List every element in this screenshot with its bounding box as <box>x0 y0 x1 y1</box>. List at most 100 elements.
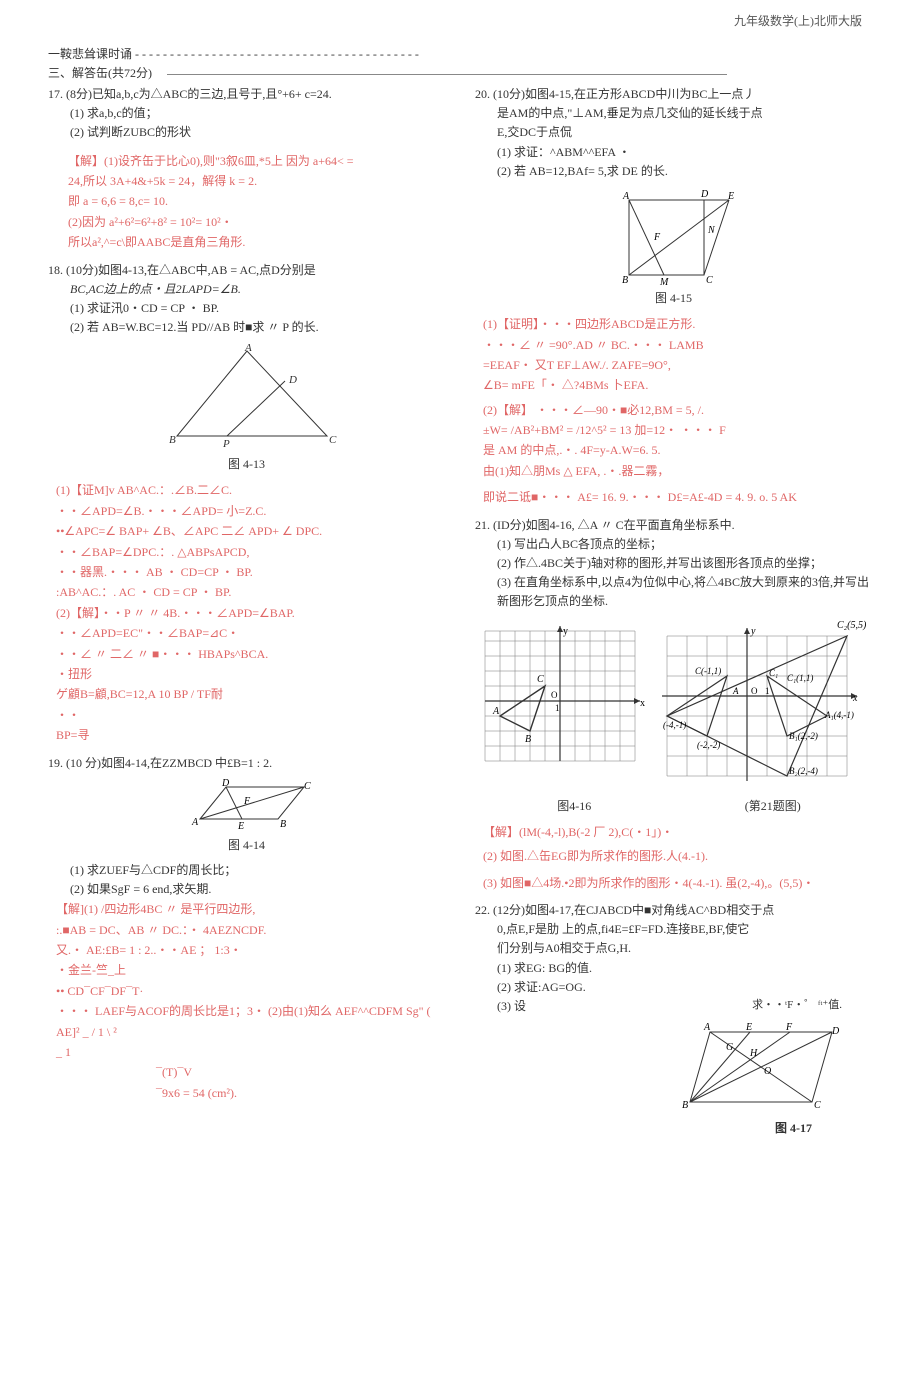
p18-title: 18. (10分)如图4-13,在△ABC中,AB = AC,点D分别是 <box>48 261 445 280</box>
coord-b2: B₂(2,-4) <box>789 766 818 776</box>
svg-text:A: A <box>191 817 199 828</box>
p18-answer: (1)【证M]v AB^AC.：.∠B.二∠C. ・・∠APD=∠B.・・・∠A… <box>48 480 445 745</box>
p20-a0: (1)【证明】・・・四边形ABCD是正方形. <box>483 314 872 334</box>
svg-text:P: P <box>222 438 230 450</box>
svg-text:D: D <box>831 1026 840 1037</box>
p17-ans-2: 即 a = 6,6 = 8,c= 10. <box>68 191 445 211</box>
fig-4-16-caption: 图4-16 <box>475 797 674 816</box>
svg-text:O: O <box>551 690 558 700</box>
svg-text:C: C <box>706 275 713 285</box>
p19-a1: :.■AB = DC、AB 〃 DC.：・ 4AEZNCDF. <box>56 920 445 940</box>
svg-text:F: F <box>653 232 661 243</box>
p18-s1: (1) 求证汛0・CD = CP ・ BP. <box>48 299 445 318</box>
svg-text:E: E <box>237 821 244 832</box>
svg-text:x: x <box>640 698 645 709</box>
p20-a3: ∠B= mFE「・ △?4BMs 卜EFA. <box>483 375 872 395</box>
svg-text:x: x <box>852 693 858 704</box>
p21-a2: (3) 如图■△4场.•2即为所求作的图形・4(-4.-1). 虽(2,-4),… <box>483 873 872 893</box>
p22-title2: 0,点E,F是肋 上的点,fi4E=£F=FD.连接BE,BF,使它 <box>475 920 872 939</box>
p19-s2: (2) 如果SgF = 6 end,求矢期. <box>48 880 445 899</box>
p18-a2: ••∠APC=∠ BAP+ ∠B、∠APC 二∠ APD+ ∠ DPC. <box>56 521 445 541</box>
p18-a3: ・・∠BAP=∠DPC.：. △ABPsAPCD, <box>56 542 445 562</box>
top-line1: 一鞍悲耸课时诵 - - - - - - - - - - - - - - - - … <box>48 45 872 62</box>
p19-title: 19. (10 分)如图4-14,在ZZMBCD 中£B=1 : 2. <box>48 754 445 773</box>
problem-21: 21. (ID分)如图4-16, △A 〃 C在平面直角坐标系中. (1) 写出… <box>475 516 872 893</box>
p17-ans-4: 所以a²,^=c\即AABC是直角三角形. <box>68 232 445 252</box>
svg-text:G: G <box>726 1042 733 1053</box>
coord-c2: C₂(5,5) <box>837 620 867 631</box>
p17-s2: (2) 试判断ZUBC的形状 <box>48 123 445 142</box>
svg-text:D: D <box>288 374 297 386</box>
coord-neg4: (-4,-1) <box>663 720 686 730</box>
svg-text:M: M <box>659 277 669 285</box>
p22-s2: (2) 求证:AG=OG. <box>475 978 872 997</box>
svg-text:B: B <box>280 819 286 830</box>
problem-18: 18. (10分)如图4-13,在△ABC中,AB = AC,点D分别是 BC,… <box>48 261 445 746</box>
p17-ans-3: (2)因为 a²+6²=6²+8² = 10²= 10²・ <box>68 212 445 232</box>
p20-a7: 由(1)知△朋Ms △ EFA, .・.器二霧， <box>483 461 872 481</box>
svg-text:A: A <box>492 706 500 717</box>
svg-text:C: C <box>537 674 544 685</box>
svg-text:y: y <box>750 626 756 637</box>
p18-a10: ゲ顧B=顧,BC=12,A 10 BP / TF耐 <box>56 684 445 704</box>
p18-a8: ・・∠ 〃 二∠ 〃 ■・・・ HBAPs^BCA. <box>56 644 445 664</box>
figure-4-13: A D B P C <box>157 341 337 451</box>
p18-a12: BP=寻 <box>56 725 445 745</box>
coord-cneg: C(-1,1) <box>695 666 721 676</box>
p18-a0: (1)【证M]v AB^AC.：.∠B.二∠C. <box>56 480 445 500</box>
svg-text:O: O <box>764 1066 771 1077</box>
fig-4-15-caption: 图 4-15 <box>475 289 872 308</box>
svg-text:1: 1 <box>765 686 770 696</box>
p21-s2: (2) 作△.4BC关于)轴对称的图形,并写出该图形各顶点的坐撑； <box>475 554 872 573</box>
coord-b1: B₁(2,-2) <box>789 731 818 741</box>
p19-answer: 【解](1) /四边形4BC 〃 是平行四边形, :.■AB = DC、AB 〃… <box>48 899 445 1103</box>
svg-text:A: A <box>622 191 630 202</box>
problem-20: 20. (10分)如图4-15,在正方形ABCD中川为BC上一点丿 是AM的中点… <box>475 85 872 508</box>
svg-text:B: B <box>525 734 531 745</box>
left-column: 17. (8分)已知a,b,c为△ABC的三边,且号于,且°+6+ c=24. … <box>48 85 445 1146</box>
p21-a1: (2) 如图.△缶EG即为所求作的图形.人(4.-1). <box>483 846 872 866</box>
svg-text:D: D <box>221 778 230 789</box>
p20-a2: =EEAF・ 又T EF⊥AW./. ZAFE=9O°, <box>483 355 872 375</box>
right-column: 20. (10分)如图4-15,在正方形ABCD中川为BC上一点丿 是AM的中点… <box>475 85 872 1146</box>
svg-text:D: D <box>700 189 709 200</box>
p21-s1: (1) 写出凸人BC各顶点的坐标； <box>475 535 872 554</box>
p17-answer: 【解】(1)设齐缶于比心0),则"3叙6皿,*5上 因为 a+64< = 24,… <box>48 151 445 253</box>
p19-s1: (1) 求ZUEF与△CDF的周长比； <box>48 861 445 880</box>
p20-title2: 是AM的中点,"⊥AM,垂足为点几交仙的延长线于点 <box>475 104 872 123</box>
p19-a8: ¯9x6 = 54 (cm²). <box>56 1083 445 1103</box>
figure-4-16: y x O 1 A B C <box>475 616 650 771</box>
svg-text:C: C <box>814 1100 821 1111</box>
p21-answer: 【解】(lM(-4,-l),B(-2 厂 2),C(・1」)・ (2) 如图.△… <box>475 822 872 893</box>
svg-text:C₁: C₁ <box>769 668 778 678</box>
p17-ans-1: 24,所以 3A+4&+5k = 24，解得 k = 2. <box>68 171 445 191</box>
svg-text:F: F <box>243 796 251 807</box>
svg-text:1: 1 <box>555 703 560 713</box>
p18-a4: ・・器黑.・・・ AB ・ CD=CP ・ BP. <box>56 562 445 582</box>
p20-a4: (2)【解】 ・・・∠—90・■必12,BM = 5, /. <box>483 400 872 420</box>
fig-21-right-caption: (第21题图) <box>674 797 873 816</box>
p20-a5: ±W= /AB²+BM² = /12^5² = 13 加=12・ ・・・ F <box>483 420 872 440</box>
problem-22: 22. (12分)如图4-17,在CJABCD中■对角线AC^BD相交于点 0,… <box>475 901 872 1138</box>
p19-a5: ・・・ LAEF与ACOF的周长比是1；3・ (2)由(1)知么 AEF^^CD… <box>56 1001 445 1042</box>
p19-a2: 又.・ AE:£B= 1 : 2..・・AE ； 1:3・ <box>56 940 445 960</box>
p18-a5: :AB^AC.：. AC ・ CD = CP ・ BP. <box>56 582 445 602</box>
p17-title: 17. (8分)已知a,b,c为△ABC的三边,且号于,且°+6+ c=24. <box>48 85 445 104</box>
p21-s3: (3) 在直角坐标系中,以点4为位似中心,将△4BC放大到原来的3倍,并写出新图… <box>475 573 872 611</box>
p22-s3-right: 求・・ᵗF・゜ ᶠᵗ⁺值. <box>526 997 872 1016</box>
svg-text:B: B <box>622 275 628 285</box>
p18-title2-text: BC,AC边上的点・且2LAPD=∠B. <box>70 282 241 296</box>
coord-a1: A₁(4,-1) <box>824 710 854 720</box>
p21-title: 21. (ID分)如图4-16, △A 〃 C在平面直角坐标系中. <box>475 516 872 535</box>
svg-text:B: B <box>169 434 176 446</box>
p20-s1: (1) 求证：^ABM^^EFA ・ <box>475 143 872 162</box>
section-title: 三、解答缶(共72分) <box>48 64 872 81</box>
p18-a11: ・・ <box>56 705 445 725</box>
p20-title3: E,交DC于点侃 <box>475 123 872 142</box>
problem-19: 19. (10 分)如图4-14,在ZZMBCD 中£B=1 : 2. D C … <box>48 754 445 1104</box>
svg-text:y: y <box>563 626 568 637</box>
p18-s2: (2) 若 AB=W.BC=12.当 PD//AB 时■求 〃 P 的长. <box>48 318 445 337</box>
p18-a1: ・・∠APD=∠B.・・・∠APD= 小=Z.C. <box>56 501 445 521</box>
fig-4-17-caption: 图 4-17 <box>475 1119 872 1138</box>
svg-text:H: H <box>749 1048 758 1059</box>
